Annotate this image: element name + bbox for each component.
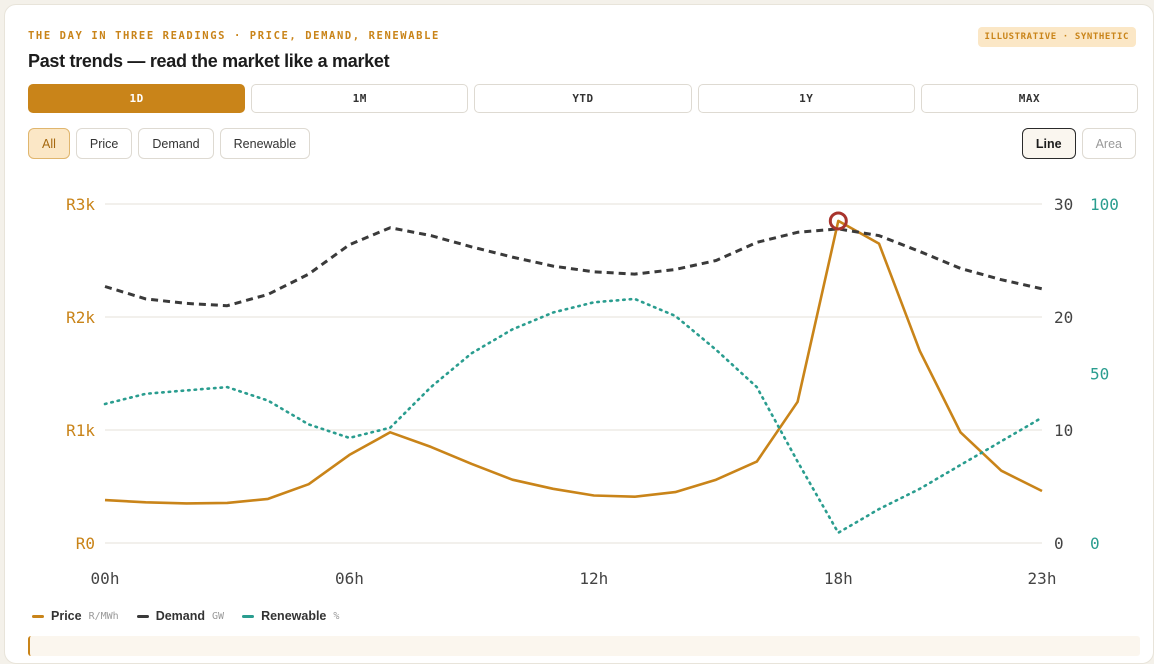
trend-chart: R0 R1k R2k R3k 0 10 20 30 0 50 100 00h 06h 12h 18h 23h (0, 0, 1154, 600)
legend-swatch-renewable (242, 615, 254, 618)
y-tick-renewable: 50 (1090, 365, 1109, 384)
legend-unit: R/MWh (89, 611, 119, 622)
y-tick-demand: 10 (1054, 421, 1073, 440)
legend-item-price[interactable]: Price R/MWh (32, 609, 119, 623)
series-line-demand (105, 228, 1042, 306)
legend-swatch-price (32, 615, 44, 618)
y-tick-demand: 0 (1054, 534, 1064, 553)
legend-item-demand[interactable]: Demand GW (137, 609, 224, 623)
legend-label: Renewable (261, 609, 326, 623)
y-tick-renewable: 0 (1090, 534, 1100, 553)
legend-unit: % (333, 611, 339, 622)
y-tick-price: R0 (76, 534, 95, 553)
y-tick-renewable: 100 (1090, 195, 1119, 214)
legend-unit: GW (212, 611, 224, 622)
x-tick: 06h (335, 569, 364, 588)
insight-strip (28, 636, 1140, 656)
y-tick-demand: 30 (1054, 195, 1073, 214)
chart-legend: Price R/MWh Demand GW Renewable % (32, 609, 339, 623)
series-line-renewable (105, 299, 1042, 533)
y-tick-price: R1k (66, 421, 95, 440)
legend-swatch-demand (137, 615, 149, 618)
x-tick: 12h (579, 569, 608, 588)
x-tick: 18h (824, 569, 853, 588)
y-tick-price: R3k (66, 195, 95, 214)
x-tick: 00h (91, 569, 120, 588)
legend-label: Demand (156, 609, 205, 623)
series-line-price (105, 221, 1042, 504)
x-tick: 23h (1028, 569, 1057, 588)
legend-item-renewable[interactable]: Renewable % (242, 609, 339, 623)
legend-label: Price (51, 609, 82, 623)
y-tick-price: R2k (66, 308, 95, 327)
y-tick-demand: 20 (1054, 308, 1073, 327)
